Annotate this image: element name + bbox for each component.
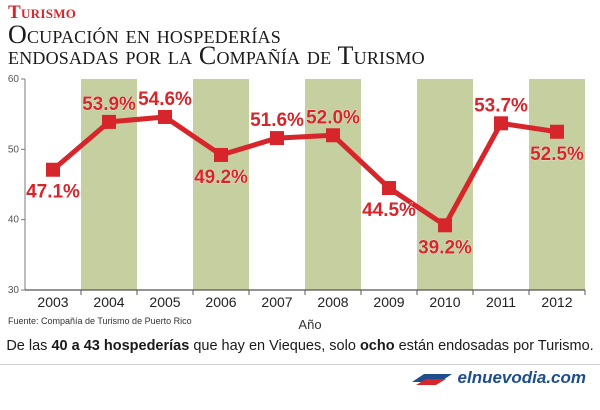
y-tick-60: 60 [8, 74, 20, 85]
data-label-2012: 52.5% [530, 144, 584, 165]
occupancy-line-chart: 30 40 50 60 2003 2004 2005 2006 2007 2008 2009 201… [8, 74, 586, 330]
data-label-2008: 52.0% [306, 107, 360, 128]
point-2012 [550, 124, 564, 139]
band-2006 [193, 79, 249, 290]
shaded-bands [81, 79, 585, 290]
section-tag: Turismo [8, 2, 77, 23]
series-points [46, 109, 564, 233]
series-polyline [50, 114, 560, 228]
summary-bold-1: 40 a 43 hospederías [51, 338, 190, 354]
x-tick-2006: 2006 [205, 294, 236, 310]
chart-title-line1: Ocupación en hospederías [8, 20, 281, 49]
band-2010 [417, 79, 473, 290]
point-2011 [494, 116, 508, 131]
data-label-2010: 39.2% [418, 237, 472, 258]
y-tick-50: 50 [8, 144, 20, 155]
y-tick-40: 40 [8, 215, 20, 226]
data-labels: 47.1% 53.9% 54.6% 49.2% 51.6% 52.0% 44.5%39.2%… [26, 89, 584, 259]
x-tick-2011: 2011 [486, 294, 516, 310]
footer-divider [0, 364, 600, 365]
x-tick-2008: 2008 [317, 294, 348, 310]
elnuevodia-logo-icon [411, 374, 452, 385]
point-2010 [438, 218, 452, 233]
x-tick-2009: 2009 [373, 294, 404, 310]
data-label-2004: 53.9% [82, 94, 136, 115]
series-line [50, 114, 560, 228]
point-2004 [102, 114, 116, 129]
point-2005 [158, 109, 172, 124]
point-2003 [46, 162, 60, 177]
data-label-2005: 54.6% [138, 89, 192, 110]
band-2008 [305, 79, 361, 290]
band-2012 [529, 79, 585, 290]
summary-bold-2: ocho [359, 338, 395, 354]
summary-text: De las 40 a 43 hospederías que hay en Vi… [0, 338, 600, 354]
chart-title: Ocupación en hospederías endosadas por l… [8, 20, 588, 70]
x-tick-2010: 2010 [429, 294, 460, 310]
chart-title-line2: endosadas por la Compañía de Turismo [8, 41, 425, 70]
data-label-2003: 47.1% [26, 182, 80, 203]
band-2004 [81, 79, 137, 290]
data-label-2009: 44.5% [362, 200, 416, 221]
point-2009 [382, 181, 396, 196]
summary-part-2: que hay en Vieques, solo [189, 338, 360, 354]
x-tick-2003: 2003 [37, 294, 68, 310]
x-axis-ticks: 2003 2004 2005 2006 2007 2008 2009 2010 2011 2012 [37, 290, 586, 310]
summary-part-3: están endosadas por Turismo. [394, 338, 594, 354]
point-2006 [214, 147, 228, 162]
x-tick-2007: 2007 [261, 294, 292, 310]
point-2007 [270, 131, 284, 146]
x-tick-2004: 2004 [93, 294, 124, 310]
point-2008 [326, 128, 340, 143]
data-label-2007: 51.6% [250, 110, 304, 131]
x-axis-label: Año [298, 317, 321, 330]
brand: elnuevodia.com [410, 368, 586, 388]
summary-part-1: De las [6, 338, 52, 354]
x-tick-2005: 2005 [149, 294, 180, 310]
y-tick-30: 30 [8, 285, 20, 296]
y-axis-ticks: 30 40 50 60 [8, 74, 25, 296]
source-note: Fuente: Compañía de Turismo de Puerto Ri… [8, 316, 192, 326]
data-label-2006: 49.2% [194, 167, 248, 188]
data-label-2011: 53.7% [474, 95, 528, 116]
x-tick-2012: 2012 [541, 294, 572, 310]
brand-name: elnuevodia.com [457, 368, 586, 387]
